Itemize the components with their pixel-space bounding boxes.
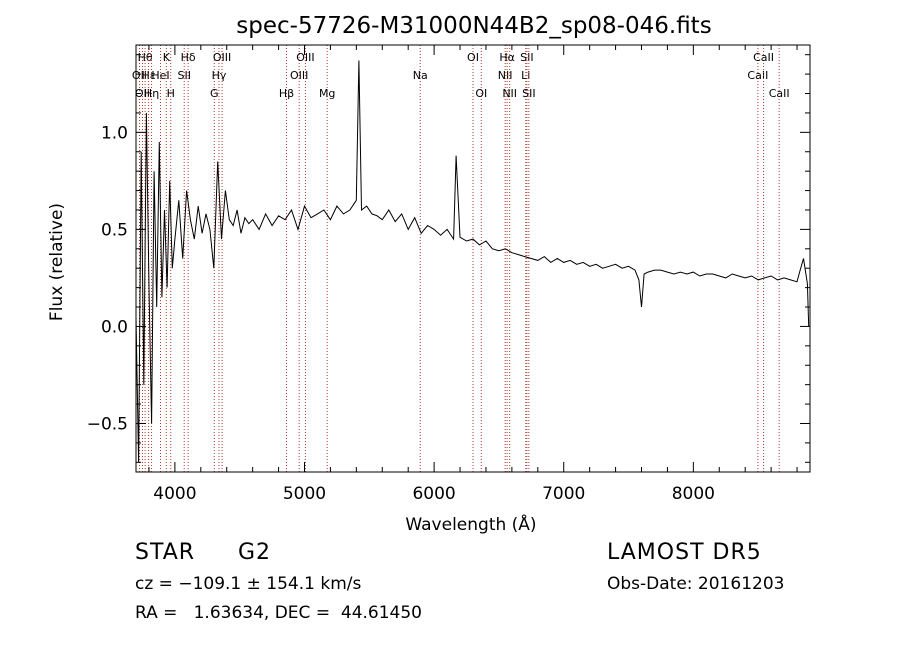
spectral-line-label: OI bbox=[467, 51, 479, 64]
spectral-line-label: SII bbox=[177, 69, 190, 82]
spectral-line-label: Li bbox=[521, 69, 530, 82]
x-axis-ticks: 4000 5000 6000 7000 8000 bbox=[148, 45, 798, 504]
x-tick-label: 6000 bbox=[412, 484, 455, 504]
spectral-line-label: SII bbox=[520, 51, 533, 64]
spectral-line-label: Hβ bbox=[279, 87, 294, 100]
spectral-line-label: SII bbox=[522, 87, 535, 100]
spectral-line-label: HeI bbox=[151, 69, 169, 82]
spectrum-line bbox=[135, 60, 810, 463]
spectral-line-label: CaII bbox=[747, 69, 768, 82]
y-tick-label: 1.0 bbox=[101, 123, 128, 143]
spectral-line-label: OI bbox=[475, 87, 487, 100]
spectral-line-label: NII bbox=[502, 87, 517, 100]
spectral-line-label: Hε bbox=[141, 69, 155, 82]
spectral-line-label: Na bbox=[413, 69, 428, 82]
spectral-line-label: OIII bbox=[290, 69, 308, 82]
coordinates-text: RA = 1.63634, DEC = 44.61450 bbox=[135, 603, 422, 623]
spectral-line-label: Hγ bbox=[212, 69, 227, 82]
spectral-line-label: Hθ bbox=[138, 51, 153, 64]
object-subclass: G2 bbox=[238, 540, 272, 565]
x-tick-label: 7000 bbox=[542, 484, 585, 504]
spectral-line-label: H bbox=[167, 87, 175, 100]
spectral-line-markers: OIIOIIHθHεHηHeIKHSIIHδGHγOIIIHβOIIIOIIIM… bbox=[132, 45, 790, 472]
object-class: STAR bbox=[135, 540, 196, 565]
y-axis-label: Flux (relative) bbox=[47, 203, 67, 321]
spectral-line-label: OIII bbox=[296, 51, 314, 64]
x-tick-label: 8000 bbox=[672, 484, 715, 504]
y-tick-label: 0.0 bbox=[101, 317, 128, 337]
x-tick-label: 5000 bbox=[283, 484, 326, 504]
spectrum-series bbox=[135, 60, 810, 463]
survey-name: LAMOST DR5 bbox=[607, 540, 762, 565]
spectral-line-label: NII bbox=[498, 69, 513, 82]
spectral-line-label: Hα bbox=[499, 51, 515, 64]
spectral-line-label: K bbox=[163, 51, 171, 64]
spectral-line-label: Hδ bbox=[181, 51, 196, 64]
x-axis-label: Wavelength (Å) bbox=[405, 513, 536, 535]
spectral-line-label: G bbox=[210, 87, 219, 100]
spectral-line-label: CaII bbox=[769, 87, 790, 100]
y-tick-label: −0.5 bbox=[87, 414, 128, 434]
y-tick-label: 0.5 bbox=[101, 220, 128, 240]
y-axis-ticks: −0.5 0.0 0.5 1.0 bbox=[87, 54, 810, 463]
plot-frame bbox=[135, 44, 811, 473]
spectral-line-label: Mg bbox=[319, 87, 335, 100]
spectral-line-label: OIII bbox=[213, 51, 231, 64]
redshift-text: cz = −109.1 ± 154.1 km/s bbox=[135, 574, 362, 594]
x-tick-label: 4000 bbox=[153, 484, 196, 504]
obs-date-text: Obs-Date: 20161203 bbox=[607, 574, 785, 594]
spectral-line-label: CaII bbox=[753, 51, 774, 64]
spectral-line-label: OII bbox=[135, 87, 150, 100]
chart-title: spec-57726-M31000N44B2_sp08-046.fits bbox=[236, 13, 711, 39]
spectral-line-label: Hη bbox=[144, 87, 159, 100]
